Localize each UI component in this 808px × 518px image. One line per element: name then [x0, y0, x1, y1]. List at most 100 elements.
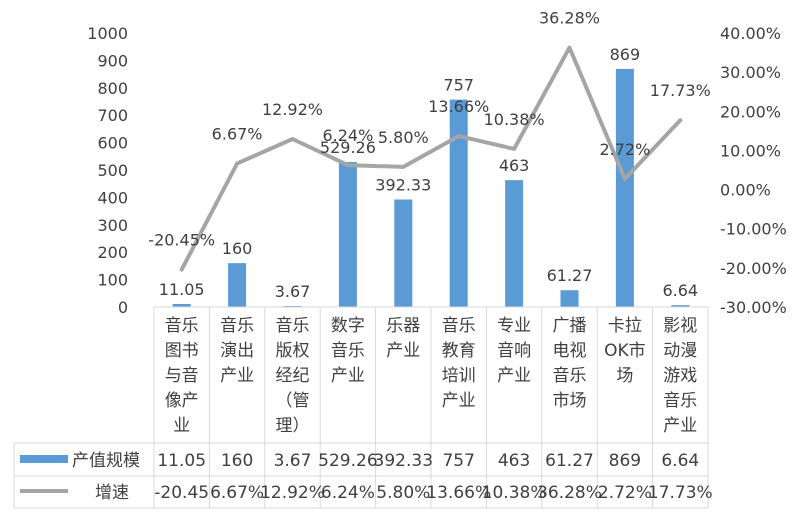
line-data-label: 10.38% [484, 110, 545, 129]
right-axis-tick-label: 30.00% [720, 63, 781, 82]
bar-data-label: 3.67 [275, 282, 311, 301]
table-value-line: 17.73% [648, 483, 713, 503]
left-axis-tick-label: 400 [97, 188, 128, 207]
category-label: 音乐 [276, 316, 310, 336]
left-axis-tick-label: 1000 [87, 24, 128, 43]
table-value-bar: 529.26 [318, 451, 377, 471]
bar-data-label: 529.26 [320, 138, 376, 157]
category-label: 游戏 [663, 366, 697, 386]
line-data-label: 5.80% [378, 128, 429, 147]
table-value-line: 12.92% [260, 483, 325, 503]
right-axis: -30.00% -20.00% -10.00% 0.00% 10.00% 20.00% 30… [720, 24, 787, 317]
legend-key-bar [20, 455, 68, 463]
category-label: 业 [173, 416, 190, 436]
table-value-bar: 463 [498, 451, 530, 471]
category-label: 音乐 [663, 391, 697, 411]
left-axis-tick-label: 300 [97, 216, 128, 235]
line-data-label: -20.45% [148, 231, 215, 250]
category-label: 像产 [165, 391, 199, 411]
category-label: 音乐 [165, 316, 199, 336]
category-label: （管 [276, 391, 310, 411]
category-label: 音乐 [331, 341, 365, 361]
category-label: 产业 [497, 366, 531, 386]
category-label: 乐器 [386, 316, 420, 336]
category-label: 理） [276, 416, 310, 436]
bar [560, 290, 579, 307]
bar-data-label: 61.27 [547, 266, 593, 285]
bar [394, 199, 413, 307]
bar [615, 68, 634, 307]
line-data-label: 6.24% [322, 126, 373, 145]
category-label: 版权 [276, 341, 310, 361]
category-label: 广播 [553, 316, 587, 336]
table-value-bar: 869 [609, 451, 641, 471]
category-label: 与音 [165, 366, 199, 386]
line-data-label: 2.72% [599, 140, 650, 159]
left-axis-tick-label: 100 [97, 271, 128, 290]
line-data-label: 36.28% [539, 9, 600, 28]
category-label: 培训 [442, 366, 476, 386]
bar [283, 305, 302, 307]
bar-data-label: 869 [610, 45, 641, 64]
line-data-labels: -20.45% 6.67% 12.92% 6.24% 5.80% 13.66%10.38%… [148, 9, 710, 250]
right-axis-tick-label: 0.00% [720, 181, 771, 200]
line-data-label: 12.92% [262, 100, 323, 119]
right-axis-tick-label: -10.00% [720, 220, 787, 239]
line-data-label: 13.66% [428, 97, 489, 116]
table-value-bar: 160 [221, 451, 253, 471]
bar [449, 99, 468, 307]
category-label: 动漫 [663, 341, 697, 361]
table-value-line: 13.66% [426, 483, 491, 503]
table-value-line: 2.72% [598, 483, 652, 503]
table-value-line: 6.24% [321, 483, 375, 503]
category-label: 产业 [663, 416, 697, 436]
table-value-bar: 757 [442, 451, 474, 471]
category-label: 音乐 [442, 316, 476, 336]
bar [172, 303, 191, 307]
bar-data-label: 6.64 [662, 281, 698, 300]
line-data-label: 17.73% [650, 81, 711, 100]
left-axis-tick-label: 900 [97, 51, 128, 70]
bar-data-label: 757 [443, 76, 474, 95]
category-label: 产业 [442, 391, 476, 411]
bar-data-label: 160 [222, 239, 253, 258]
table-value-bar: 3.67 [274, 451, 312, 471]
category-label: 演出 [220, 341, 254, 361]
category-label: 专业 [497, 316, 531, 336]
category-label: 市场 [553, 391, 587, 411]
bar [338, 161, 357, 307]
legend-label-bar: 产值规模 [72, 451, 140, 471]
left-axis-tick-label: 800 [97, 79, 128, 98]
line-data-label: 6.67% [212, 124, 263, 143]
bar-data-label: 463 [499, 156, 530, 175]
right-axis-tick-label: 20.00% [720, 102, 781, 121]
category-label: 场 [616, 366, 633, 386]
legend-label-line: 增速 [95, 483, 129, 503]
table-value-line: -20.45 [154, 483, 209, 503]
category-label: 音乐 [553, 366, 587, 386]
bar [505, 180, 524, 307]
left-axis-tick-label: 600 [97, 134, 128, 153]
left-axis-tick-label: 200 [97, 243, 128, 262]
category-label: 经纪 [276, 366, 310, 386]
bar-series [172, 68, 690, 307]
data-table: 音乐图书与音像产业音乐演出产业音乐版权经纪（管理）数字音乐产业乐器产业音乐教育培… [13, 306, 713, 509]
category-label: 数字 [331, 316, 365, 336]
category-label: 影视 [663, 316, 697, 336]
table-value-line: 10.38% [482, 483, 547, 503]
category-label: 产业 [220, 366, 254, 386]
right-axis-tick-label: -30.00% [720, 298, 787, 317]
bar-data-label: 11.05 [159, 280, 205, 299]
bar [671, 305, 690, 307]
table-value-line: 36.28% [537, 483, 602, 503]
category-label: 音乐 [220, 316, 254, 336]
category-label: 电视 [553, 341, 587, 361]
category-label: 教育 [442, 341, 476, 361]
table-value-line: 6.67% [210, 483, 264, 503]
category-label: 音响 [497, 341, 531, 361]
left-axis: 0 100 200 300 400 500 600 700 800 900 1000 [87, 24, 128, 317]
category-label: OK市 [604, 341, 646, 361]
bar [228, 263, 247, 307]
category-label: 图书 [165, 341, 199, 361]
